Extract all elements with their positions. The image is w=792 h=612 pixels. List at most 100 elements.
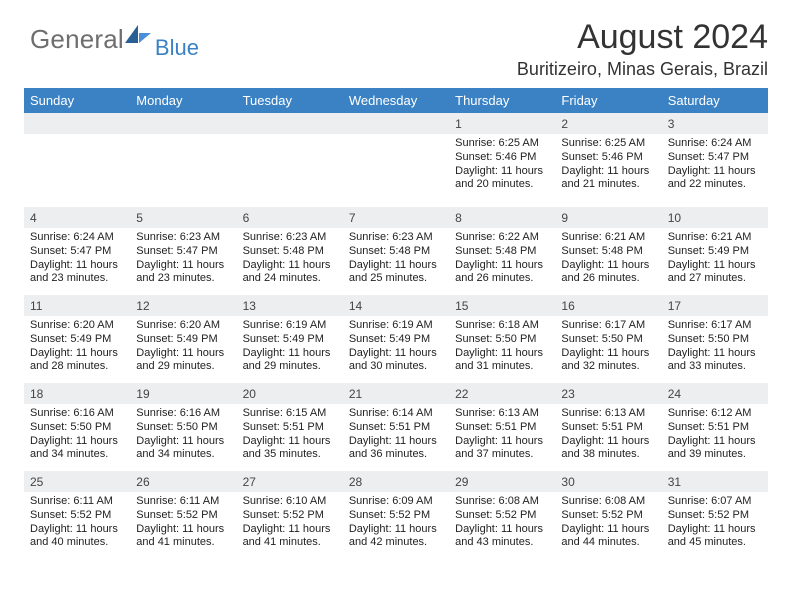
day-number-bar: 29 (449, 471, 555, 492)
day-details: Sunrise: 6:13 AMSunset: 5:51 PMDaylight:… (555, 404, 661, 466)
day-details (130, 134, 236, 149)
sunrise-line: Sunrise: 6:23 AM (243, 231, 337, 245)
day-details: Sunrise: 6:08 AMSunset: 5:52 PMDaylight:… (555, 492, 661, 554)
day-number-bar: 21 (343, 383, 449, 404)
day-number-bar (130, 113, 236, 134)
daylight-line: Daylight: 11 hours and 33 minutes. (668, 347, 762, 375)
day-number-bar: 18 (24, 383, 130, 404)
sunrise-line: Sunrise: 6:23 AM (136, 231, 230, 245)
calendar-week-row: 1Sunrise: 6:25 AMSunset: 5:46 PMDaylight… (24, 113, 768, 207)
daylight-line: Daylight: 11 hours and 41 minutes. (243, 523, 337, 551)
sunset-line: Sunset: 5:52 PM (455, 509, 549, 523)
day-number-bar: 10 (662, 207, 768, 228)
day-number-bar: 1 (449, 113, 555, 134)
sunrise-line: Sunrise: 6:21 AM (561, 231, 655, 245)
day-details (24, 134, 130, 149)
calendar-day-cell (343, 113, 449, 207)
day-details: Sunrise: 6:23 AMSunset: 5:48 PMDaylight:… (343, 228, 449, 290)
calendar-day-cell: 19Sunrise: 6:16 AMSunset: 5:50 PMDayligh… (130, 383, 236, 471)
daylight-line: Daylight: 11 hours and 29 minutes. (136, 347, 230, 375)
calendar-weekday-header: Sunday Monday Tuesday Wednesday Thursday… (24, 88, 768, 113)
day-number-bar: 26 (130, 471, 236, 492)
day-number-bar: 17 (662, 295, 768, 316)
header: General Blue August 2024 Buritizeiro, Mi… (24, 18, 768, 80)
calendar-day-cell: 15Sunrise: 6:18 AMSunset: 5:50 PMDayligh… (449, 295, 555, 383)
sunset-line: Sunset: 5:49 PM (349, 333, 443, 347)
day-number-bar: 28 (343, 471, 449, 492)
brand-part1: General (30, 24, 124, 55)
sunrise-line: Sunrise: 6:09 AM (349, 495, 443, 509)
daylight-line: Daylight: 11 hours and 26 minutes. (455, 259, 549, 287)
sunrise-line: Sunrise: 6:20 AM (30, 319, 124, 333)
day-number-bar: 22 (449, 383, 555, 404)
day-details: Sunrise: 6:08 AMSunset: 5:52 PMDaylight:… (449, 492, 555, 554)
sunrise-line: Sunrise: 6:08 AM (455, 495, 549, 509)
calendar-body: 1Sunrise: 6:25 AMSunset: 5:46 PMDaylight… (24, 113, 768, 559)
calendar-day-cell: 24Sunrise: 6:12 AMSunset: 5:51 PMDayligh… (662, 383, 768, 471)
day-number-bar: 25 (24, 471, 130, 492)
calendar-page: General Blue August 2024 Buritizeiro, Mi… (0, 0, 792, 612)
day-number-bar: 31 (662, 471, 768, 492)
sunrise-line: Sunrise: 6:10 AM (243, 495, 337, 509)
day-details: Sunrise: 6:17 AMSunset: 5:50 PMDaylight:… (555, 316, 661, 378)
day-number-bar: 11 (24, 295, 130, 316)
calendar-day-cell: 2Sunrise: 6:25 AMSunset: 5:46 PMDaylight… (555, 113, 661, 207)
sunset-line: Sunset: 5:46 PM (455, 151, 549, 165)
calendar-day-cell: 6Sunrise: 6:23 AMSunset: 5:48 PMDaylight… (237, 207, 343, 295)
calendar-day-cell: 27Sunrise: 6:10 AMSunset: 5:52 PMDayligh… (237, 471, 343, 559)
day-number-bar: 30 (555, 471, 661, 492)
sunrise-line: Sunrise: 6:13 AM (455, 407, 549, 421)
daylight-line: Daylight: 11 hours and 34 minutes. (30, 435, 124, 463)
calendar-day-cell: 26Sunrise: 6:11 AMSunset: 5:52 PMDayligh… (130, 471, 236, 559)
daylight-line: Daylight: 11 hours and 20 minutes. (455, 165, 549, 193)
day-details: Sunrise: 6:07 AMSunset: 5:52 PMDaylight:… (662, 492, 768, 554)
calendar-day-cell: 9Sunrise: 6:21 AMSunset: 5:48 PMDaylight… (555, 207, 661, 295)
sunset-line: Sunset: 5:52 PM (243, 509, 337, 523)
sunset-line: Sunset: 5:50 PM (561, 333, 655, 347)
day-details: Sunrise: 6:11 AMSunset: 5:52 PMDaylight:… (24, 492, 130, 554)
daylight-line: Daylight: 11 hours and 34 minutes. (136, 435, 230, 463)
sunset-line: Sunset: 5:52 PM (30, 509, 124, 523)
sunset-line: Sunset: 5:49 PM (668, 245, 762, 259)
calendar-day-cell: 3Sunrise: 6:24 AMSunset: 5:47 PMDaylight… (662, 113, 768, 207)
calendar-day-cell: 10 Sunrise: 6:21 AMSunset: 5:49 PMDayligh… (662, 207, 768, 295)
day-details: Sunrise: 6:17 AMSunset: 5:50 PMDaylight:… (662, 316, 768, 378)
daylight-line: Daylight: 11 hours and 38 minutes. (561, 435, 655, 463)
daylight-line: Daylight: 11 hours and 26 minutes. (561, 259, 655, 287)
sunrise-line: Sunrise: 6:07 AM (668, 495, 762, 509)
sunset-line: Sunset: 5:52 PM (668, 509, 762, 523)
sunset-line: Sunset: 5:46 PM (561, 151, 655, 165)
sunrise-line: Sunrise: 6:21 AM (668, 231, 762, 245)
calendar-day-cell: 12Sunrise: 6:20 AMSunset: 5:49 PMDayligh… (130, 295, 236, 383)
sunrise-line: Sunrise: 6:13 AM (561, 407, 655, 421)
sunrise-line: Sunrise: 6:19 AM (243, 319, 337, 333)
day-number-bar: 2 (555, 113, 661, 134)
calendar-table: Sunday Monday Tuesday Wednesday Thursday… (24, 88, 768, 559)
sunset-line: Sunset: 5:47 PM (668, 151, 762, 165)
day-details: Sunrise: 6:15 AMSunset: 5:51 PMDaylight:… (237, 404, 343, 466)
day-details: Sunrise: 6:23 AMSunset: 5:47 PMDaylight:… (130, 228, 236, 290)
sunrise-line: Sunrise: 6:19 AM (349, 319, 443, 333)
calendar-day-cell: 17Sunrise: 6:17 AMSunset: 5:50 PMDayligh… (662, 295, 768, 383)
sunset-line: Sunset: 5:49 PM (136, 333, 230, 347)
sunset-line: Sunset: 5:48 PM (349, 245, 443, 259)
sunrise-line: Sunrise: 6:25 AM (455, 137, 549, 151)
calendar-day-cell: 20Sunrise: 6:15 AMSunset: 5:51 PMDayligh… (237, 383, 343, 471)
day-details: Sunrise: 6:23 AMSunset: 5:48 PMDaylight:… (237, 228, 343, 290)
day-details: Sunrise: 6:10 AMSunset: 5:52 PMDaylight:… (237, 492, 343, 554)
sunset-line: Sunset: 5:51 PM (455, 421, 549, 435)
sunset-line: Sunset: 5:51 PM (243, 421, 337, 435)
daylight-line: Daylight: 11 hours and 22 minutes. (668, 165, 762, 193)
calendar-day-cell: 22Sunrise: 6:13 AMSunset: 5:51 PMDayligh… (449, 383, 555, 471)
day-details (343, 134, 449, 149)
sunrise-line: Sunrise: 6:20 AM (136, 319, 230, 333)
daylight-line: Daylight: 11 hours and 27 minutes. (668, 259, 762, 287)
daylight-line: Daylight: 11 hours and 21 minutes. (561, 165, 655, 193)
daylight-line: Daylight: 11 hours and 24 minutes. (243, 259, 337, 287)
weekday-header: Friday (555, 88, 661, 113)
day-details: Sunrise: 6:18 AMSunset: 5:50 PMDaylight:… (449, 316, 555, 378)
day-number-bar: 19 (130, 383, 236, 404)
daylight-line: Daylight: 11 hours and 44 minutes. (561, 523, 655, 551)
sunset-line: Sunset: 5:48 PM (561, 245, 655, 259)
day-number-bar: 13 (237, 295, 343, 316)
